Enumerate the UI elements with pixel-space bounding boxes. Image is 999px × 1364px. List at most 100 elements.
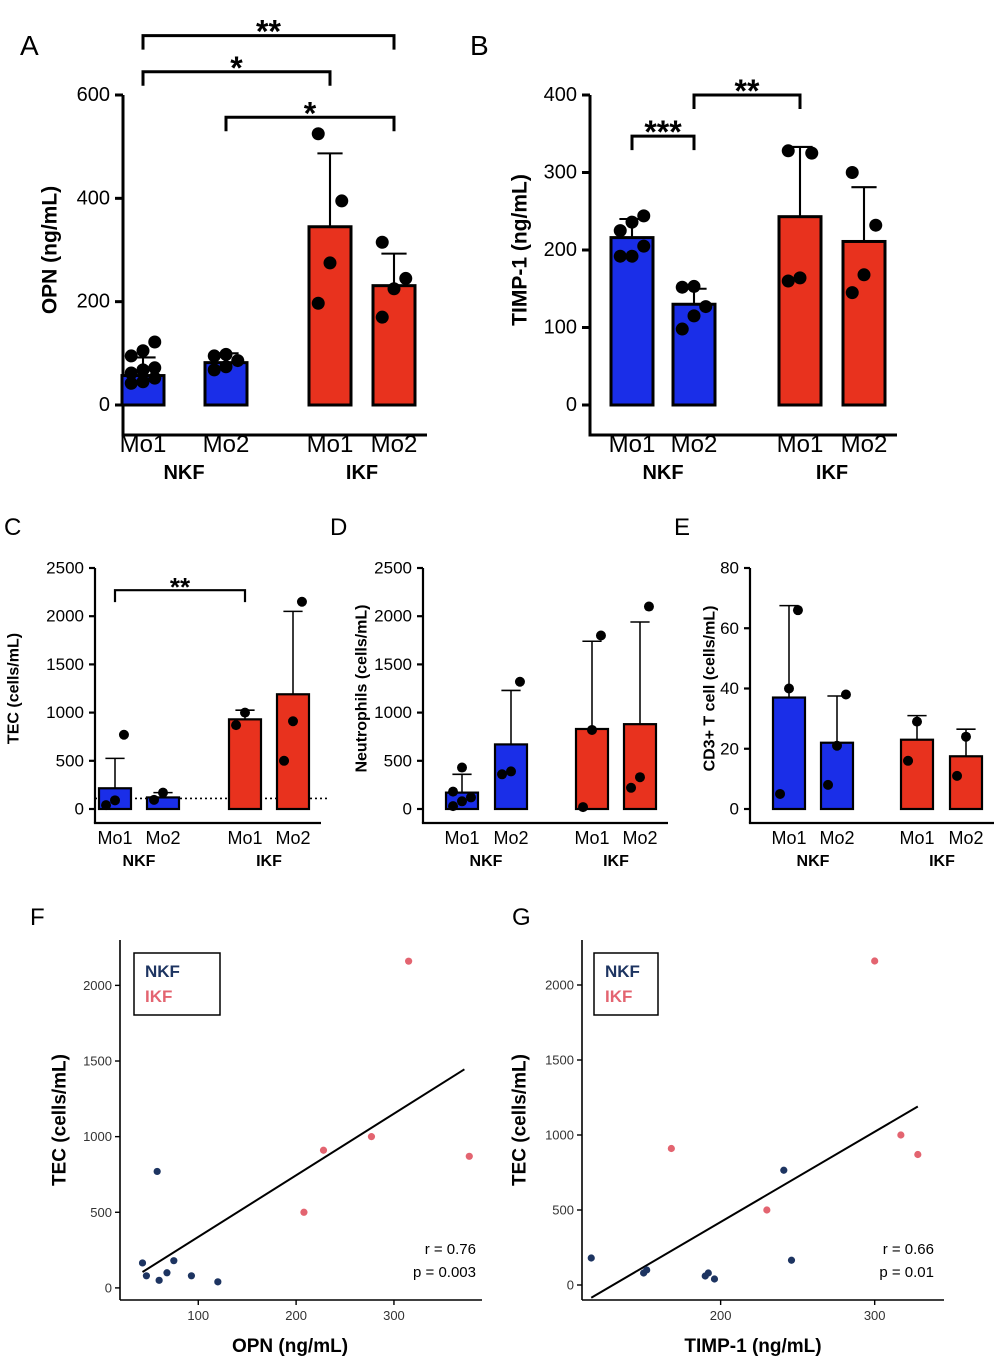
- data-point: [637, 209, 651, 223]
- ikf-point: [763, 1206, 771, 1214]
- data-point: [687, 279, 701, 293]
- y-tick-label: 100: [544, 317, 577, 339]
- data-point: [792, 605, 803, 616]
- ikf-point: [897, 1131, 905, 1139]
- bar: [948, 755, 984, 811]
- data-point: [207, 349, 221, 363]
- data-point: [845, 286, 859, 300]
- data-point: [118, 729, 129, 740]
- category-label: Mo1: [120, 431, 167, 458]
- category-label: Mo1: [307, 431, 354, 458]
- nkf-point: [170, 1257, 178, 1265]
- legend-nkf: NKF: [605, 962, 640, 981]
- y-tick-label: 0: [567, 1278, 574, 1293]
- category-label: Mo1: [777, 431, 824, 458]
- category-label: Mo2: [841, 431, 888, 458]
- ikf-point: [300, 1208, 308, 1216]
- category-label: Mo2: [622, 828, 657, 848]
- data-point: [637, 239, 651, 253]
- data-point: [625, 249, 639, 263]
- data-point: [399, 271, 413, 285]
- data-point: [219, 360, 233, 374]
- ikf-point: [319, 1146, 328, 1154]
- correlation-p: p = 0.003: [413, 1264, 476, 1281]
- panel-label: A: [20, 30, 39, 61]
- significance-label: **: [170, 572, 191, 602]
- data-point: [148, 335, 162, 349]
- nkf-point: [710, 1275, 719, 1283]
- data-point: [793, 271, 807, 285]
- significance-bracket: [630, 134, 696, 151]
- y-tick-label: 1500: [46, 655, 84, 674]
- y-tick-label: 80: [720, 559, 739, 578]
- data-point: [643, 601, 654, 612]
- y-tick-label: 2000: [374, 607, 412, 626]
- nkf-point: [704, 1269, 712, 1277]
- category-label: Mo1: [227, 828, 262, 848]
- y-axis-label: TEC (cells/mL): [510, 1054, 531, 1186]
- group-label: NKF: [163, 462, 204, 484]
- data-point: [387, 282, 401, 296]
- data-point: [288, 716, 298, 727]
- data-point: [323, 256, 337, 270]
- data-point: [136, 344, 150, 358]
- panel-g: G 200 300 0 500 1000 1500 2000 TIMP-1 (ng/mL) TEC…: [510, 904, 944, 1357]
- significance-bracket: [113, 589, 247, 603]
- data-point: [626, 782, 637, 793]
- data-point: [136, 375, 150, 389]
- category-label: Mo1: [97, 828, 132, 848]
- data-point: [497, 769, 508, 780]
- panel-b: B 0 100 200 300 400 TIMP-1 (ng/mL) Mo1 Mo2 Mo1 Mo2…: [470, 30, 897, 484]
- group-label: IKF: [929, 853, 955, 870]
- category-label: Mo2: [493, 828, 528, 848]
- data-point: [149, 794, 160, 805]
- data-point: [675, 280, 689, 294]
- category-label: Mo1: [771, 828, 806, 848]
- correlation-r: r = 0.76: [425, 1241, 476, 1258]
- data-point: [823, 779, 834, 790]
- y-axis-label: TEC (cells/mL): [50, 1054, 71, 1186]
- category-label: Mo1: [609, 431, 656, 458]
- data-point: [110, 795, 120, 806]
- nkf-point: [643, 1266, 651, 1274]
- data-point: [335, 194, 349, 208]
- panel-label: E: [674, 514, 690, 541]
- panel-label: G: [512, 904, 531, 931]
- data-point: [784, 683, 794, 694]
- data-point: [231, 720, 242, 731]
- significance-label: *: [230, 50, 243, 86]
- y-tick-label: 400: [544, 84, 577, 106]
- x-tick-label: 100: [187, 1308, 209, 1323]
- panel-label: C: [4, 514, 21, 541]
- panel-c: C 0 500 1000 1500 2000 2500 TEC (cells/mL) Mo1 Mo…: [4, 514, 329, 870]
- x-tick-label: 200: [710, 1308, 732, 1323]
- bar: [841, 239, 887, 407]
- data-point: [124, 376, 138, 390]
- nkf-point: [142, 1272, 151, 1280]
- ikf-point: [465, 1152, 473, 1160]
- data-point: [448, 801, 459, 812]
- category-label: Mo2: [145, 828, 180, 848]
- data-point: [148, 371, 162, 385]
- data-point: [457, 796, 467, 807]
- legend-box: [133, 952, 221, 1016]
- y-axis-label: TIMP-1 (ng/mL): [509, 174, 532, 326]
- nkf-point: [587, 1254, 595, 1262]
- y-tick-label: 20: [720, 739, 739, 758]
- y-tick-label: 60: [720, 619, 739, 638]
- panel-label: B: [470, 30, 489, 61]
- x-tick-label: 300: [383, 1308, 405, 1323]
- bar: [609, 236, 655, 407]
- data-point: [625, 215, 639, 229]
- y-tick-label: 0: [566, 394, 577, 416]
- regression-line: [590, 1105, 919, 1299]
- y-axis-label: Neutrophils (cells/mL): [354, 604, 371, 772]
- bar: [777, 215, 823, 407]
- significance-bracket: [224, 115, 396, 132]
- x-axis-label: OPN (ng/mL): [232, 1336, 348, 1357]
- significance-bracket: [141, 70, 332, 86]
- data-point: [279, 755, 290, 766]
- panel-f: F 100 200 300 0 500 1000 1500 2000 OPN (ng/mL) TEC…: [30, 904, 482, 1357]
- category-label: Mo2: [948, 828, 983, 848]
- data-point: [124, 366, 138, 380]
